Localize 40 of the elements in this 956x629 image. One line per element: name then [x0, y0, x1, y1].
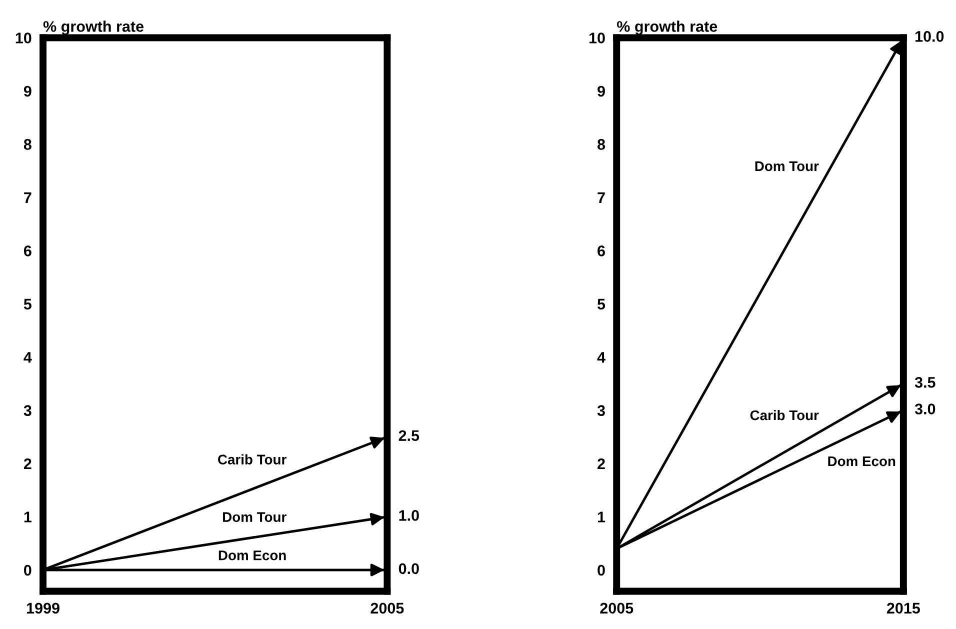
- y-tick-label: 4: [597, 352, 606, 363]
- y-tick-label: 5: [597, 298, 606, 310]
- series-label: Dom Tour: [755, 161, 819, 172]
- y-tick-label: 1: [598, 512, 606, 522]
- x-tick-label: 1999: [26, 602, 60, 614]
- data-label: 0.0: [398, 563, 419, 574]
- y-tick-label: 7: [24, 192, 32, 203]
- series-label: Dom Econ: [218, 550, 286, 560]
- series-label: Dom Tour: [223, 512, 286, 522]
- x-tick-label: 2005: [370, 602, 404, 614]
- y-tick-label: 3: [597, 405, 605, 416]
- y-tick-label: 10: [589, 32, 605, 44]
- y-tick-label: 10: [16, 32, 32, 44]
- y-tick-label: 2: [598, 458, 605, 470]
- x-tick-label: 2015: [886, 602, 920, 614]
- data-label: 3.5: [914, 376, 936, 388]
- data-label: 10.0: [915, 31, 944, 42]
- y-tick-label: 5: [24, 298, 32, 310]
- y-tick-label: 2: [24, 458, 32, 470]
- y-tick-label: 9: [24, 86, 32, 97]
- y-axis-title: % growth rate: [617, 20, 718, 35]
- series-label: Dom Econ: [828, 456, 896, 466]
- series-label: Carib Tour: [218, 454, 286, 464]
- y-tick-label: 7: [598, 192, 605, 203]
- y-tick-label: 0: [24, 564, 32, 576]
- x-tick-label: 2005: [600, 602, 634, 614]
- y-tick-label: 6: [24, 246, 32, 256]
- data-label: 2.5: [398, 430, 420, 442]
- series-label: Carib Tour: [750, 410, 819, 420]
- y-tick-label: 0: [598, 564, 605, 576]
- data-label: 1.0: [399, 510, 419, 521]
- y-tick-label: 4: [24, 352, 32, 363]
- y-tick-label: 8: [24, 139, 32, 150]
- y-tick-label: 6: [598, 246, 605, 256]
- y-axis-title: % growth rate: [43, 20, 144, 35]
- y-tick-label: 9: [598, 86, 605, 97]
- data-label: 3.0: [914, 404, 936, 414]
- y-tick-label: 8: [598, 139, 606, 150]
- y-tick-label: 1: [24, 512, 32, 522]
- y-tick-label: 3: [24, 405, 32, 416]
